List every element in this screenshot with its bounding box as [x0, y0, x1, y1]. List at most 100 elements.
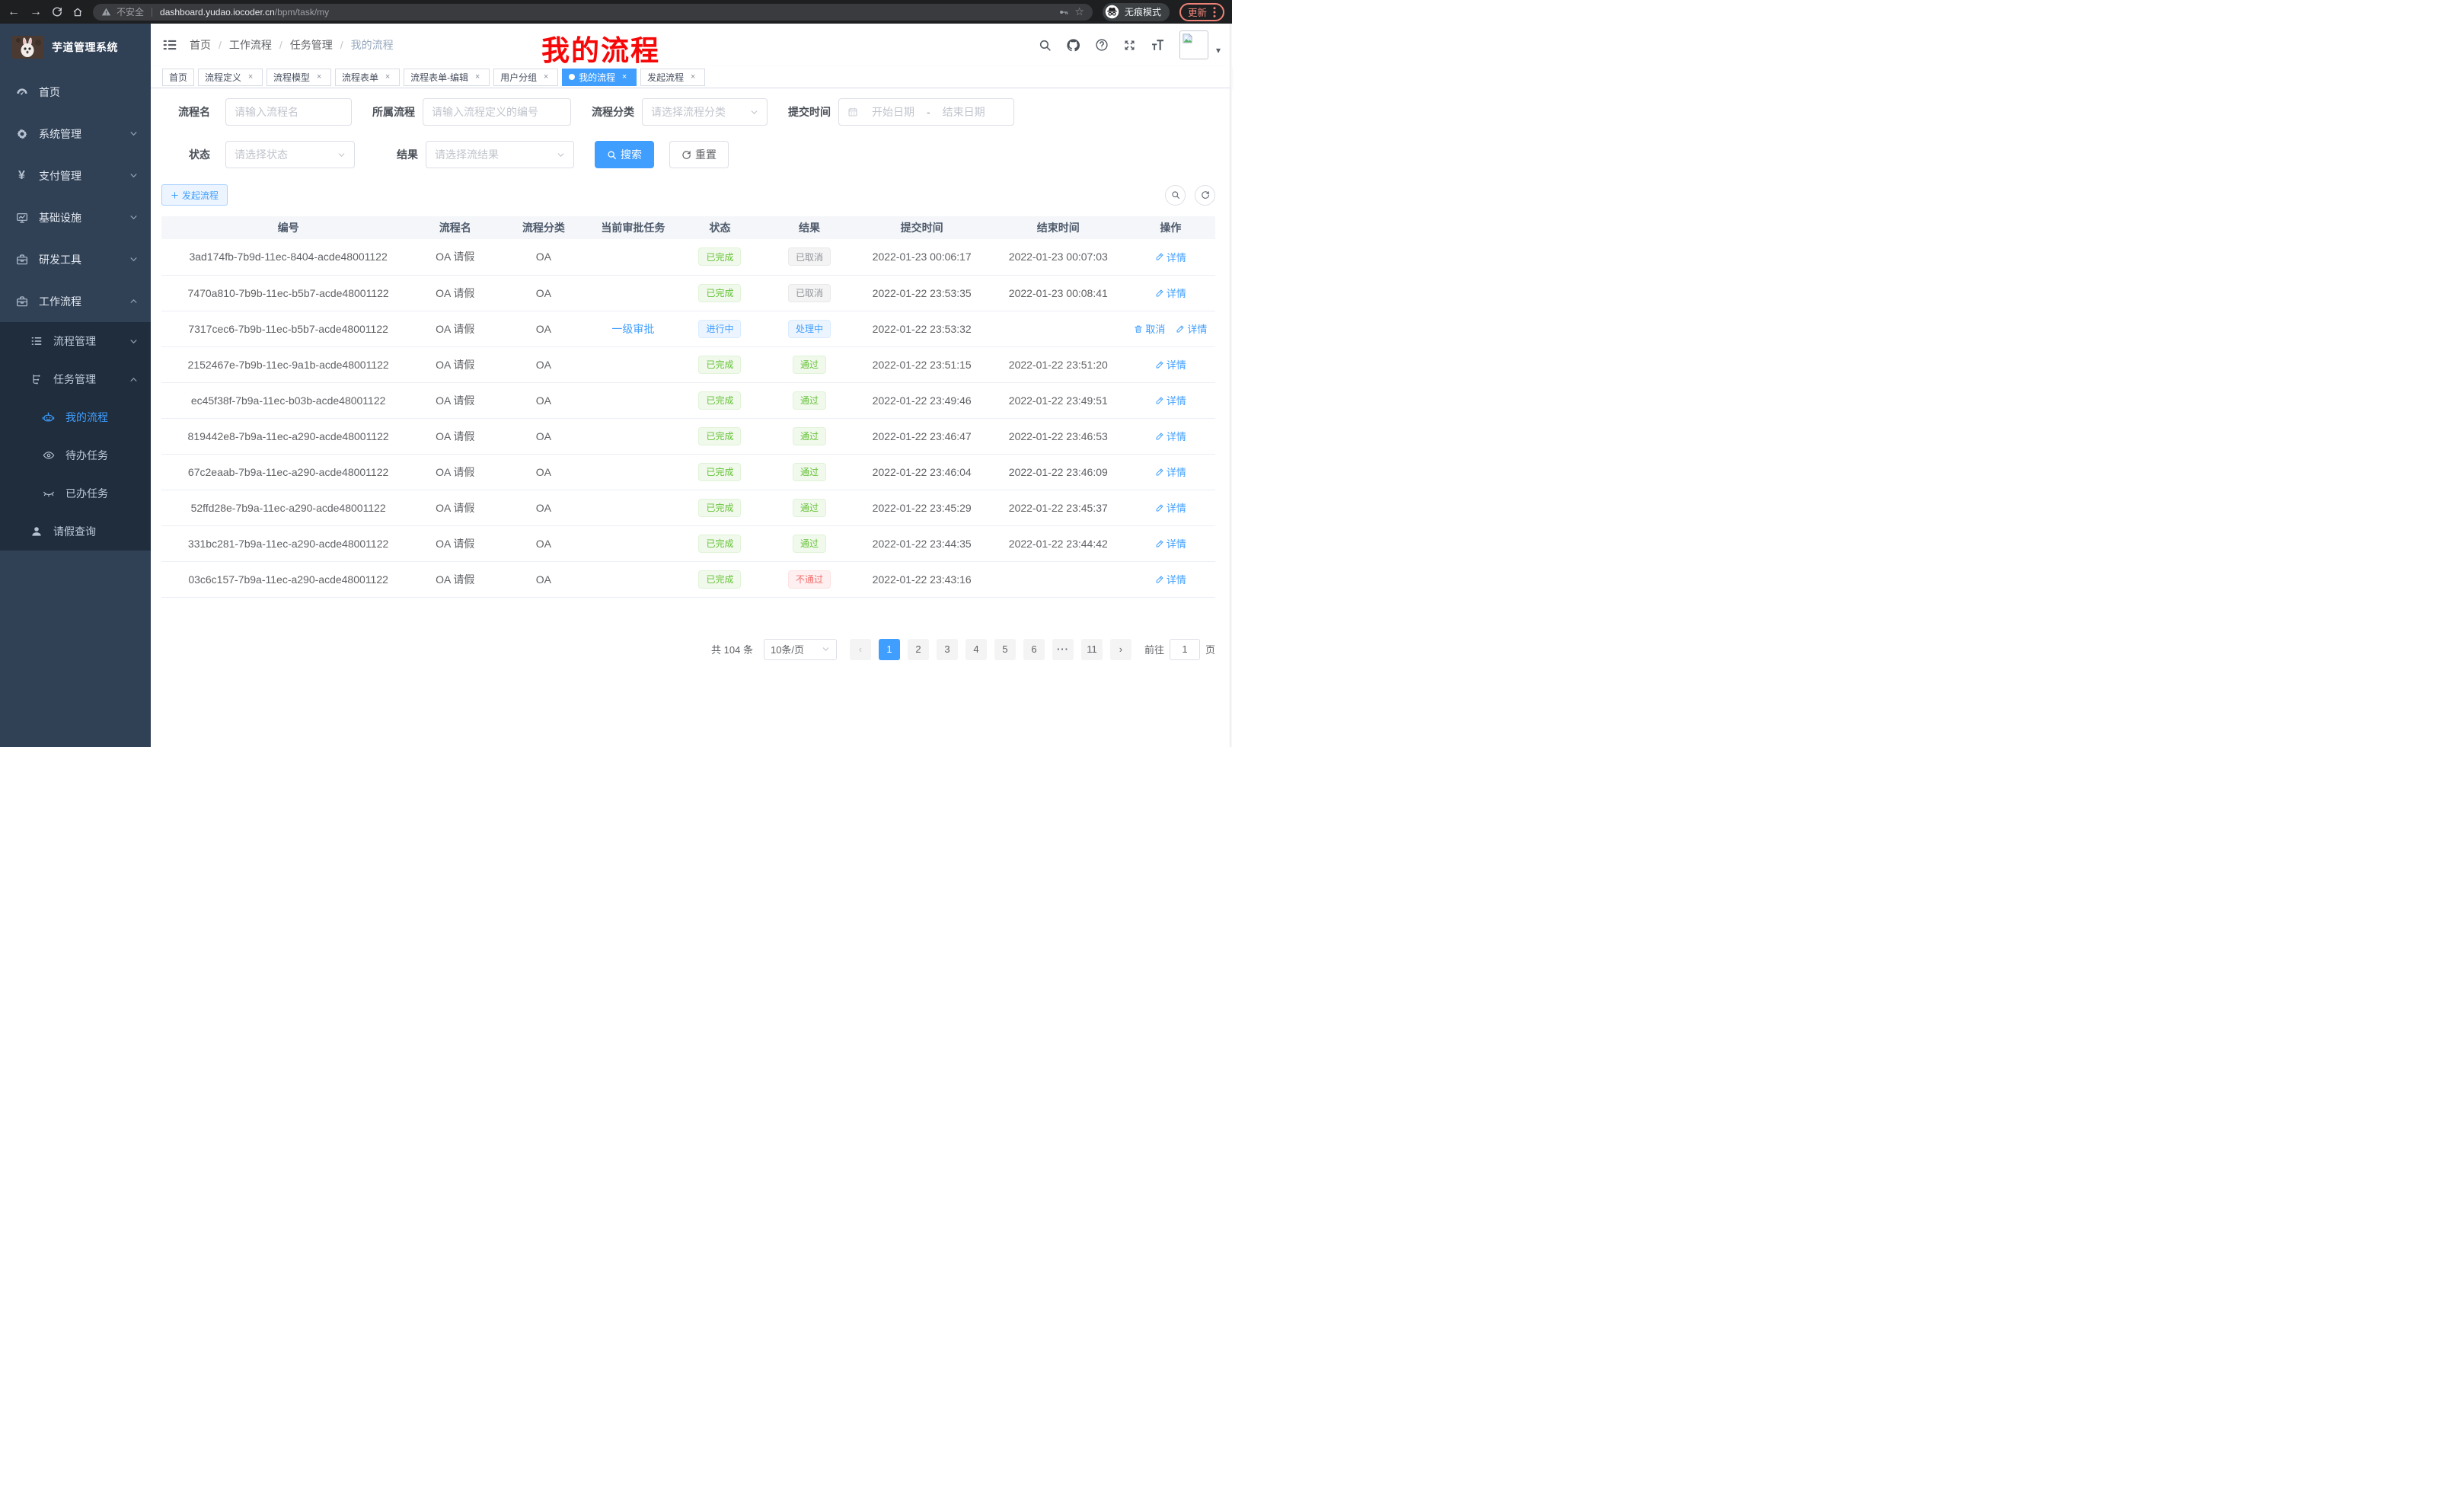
tab-item-2[interactable]: 流程定义 × — [198, 68, 263, 86]
tab-item-1[interactable]: 首页 — [162, 68, 195, 86]
sidebar-item-4[interactable]: 基础设施 — [0, 196, 151, 238]
process-definition-input[interactable] — [423, 98, 571, 126]
avatar-caret-icon[interactable]: ▾ — [1215, 45, 1221, 56]
font-size-icon[interactable] — [1151, 38, 1165, 53]
start-process-button[interactable]: 发起流程 — [161, 184, 228, 206]
search-icon[interactable] — [1039, 39, 1052, 52]
close-icon[interactable]: × — [543, 72, 549, 81]
prev-page-button[interactable]: ‹ — [849, 638, 871, 660]
page-button-6[interactable]: 6 — [1023, 638, 1045, 660]
sidebar-item-3[interactable]: ¥ 支付管理 — [0, 155, 151, 196]
jump-suffix: 页 — [1205, 644, 1215, 656]
detail-link[interactable]: 详情 — [1176, 321, 1207, 336]
back-icon[interactable]: ← — [8, 5, 20, 18]
column-header: 结果 — [765, 216, 854, 239]
tab-item-5[interactable]: 流程表单-编辑 × — [404, 68, 490, 86]
sidebar-item-12[interactable]: 请假查询 — [0, 512, 151, 551]
status-select[interactable]: 请选择状态 — [225, 141, 355, 168]
help-icon[interactable] — [1095, 38, 1109, 52]
page-size-select[interactable]: 10条/页 — [763, 638, 837, 660]
page-button-1[interactable]: 1 — [878, 638, 900, 660]
sidebar-item-9[interactable]: 我的流程 — [0, 398, 151, 436]
jump-page-input[interactable] — [1169, 638, 1200, 660]
detail-link[interactable]: 详情 — [1155, 393, 1186, 407]
github-icon[interactable] — [1066, 38, 1080, 53]
sidebar-item-7[interactable]: 流程管理 — [0, 322, 151, 360]
column-header: 状态 — [674, 216, 766, 239]
search-button[interactable]: 搜索 — [595, 141, 654, 168]
cell-current-task — [592, 346, 675, 383]
breadcrumb-task-mgmt[interactable]: 任务管理 — [289, 39, 333, 51]
close-icon[interactable]: × — [621, 72, 627, 81]
chrome-update-button[interactable]: 更新 — [1179, 2, 1224, 21]
detail-link[interactable]: 详情 — [1155, 429, 1186, 443]
refresh-table-button[interactable] — [1195, 184, 1215, 206]
sidebar-item-8[interactable]: 任务管理 — [0, 360, 151, 398]
detail-link[interactable]: 详情 — [1155, 286, 1186, 300]
close-icon[interactable]: × — [385, 72, 391, 81]
fullscreen-icon[interactable] — [1123, 39, 1136, 52]
sidebar-item-5[interactable]: 研发工具 — [0, 238, 151, 280]
close-icon[interactable]: × — [247, 72, 254, 81]
breadcrumb-workflow[interactable]: 工作流程 — [228, 39, 272, 51]
category-select[interactable]: 请选择流程分类 — [642, 98, 768, 126]
tab-item-4[interactable]: 流程表单 × — [335, 68, 401, 86]
result-tag: 通过 — [793, 498, 827, 517]
action-label: 详情 — [1166, 251, 1186, 263]
detail-link[interactable]: 详情 — [1155, 464, 1186, 479]
avatar[interactable] — [1179, 30, 1208, 59]
tab-item-8[interactable]: 发起流程 × — [640, 68, 706, 86]
more-pages-button[interactable]: ··· — [1052, 638, 1074, 660]
tab-item-3[interactable]: 流程模型 × — [267, 68, 332, 86]
cell-end-time: 2022-01-22 23:51:20 — [990, 346, 1126, 383]
bookmark-star-icon[interactable]: ☆ — [1074, 5, 1084, 18]
page-button-3[interactable]: 3 — [936, 638, 958, 660]
cell-process-name: OA 请假 — [415, 311, 496, 347]
sidebar-item-6[interactable]: 工作流程 — [0, 280, 151, 322]
sidebar-item-10[interactable]: 待办任务 — [0, 436, 151, 474]
collapse-sidebar-icon[interactable] — [162, 37, 177, 53]
date-start-input[interactable] — [861, 106, 925, 118]
home-icon[interactable] — [72, 7, 83, 18]
detail-link[interactable]: 详情 — [1155, 572, 1186, 586]
table-row: 7317cec6-7b9b-11ec-b5b7-acde48001122 OA 请… — [161, 311, 1215, 347]
task-link[interactable]: 一级审批 — [611, 322, 655, 335]
browser-menu-dots-icon[interactable] — [1213, 6, 1216, 18]
detail-link[interactable]: 详情 — [1155, 536, 1186, 551]
process-name-input[interactable] — [225, 98, 352, 126]
date-range-picker[interactable]: - — [838, 98, 1014, 126]
page-button-11[interactable]: 11 — [1080, 638, 1103, 660]
page-button-5[interactable]: 5 — [994, 638, 1016, 660]
close-icon[interactable]: × — [316, 72, 322, 81]
chevron-down-icon — [129, 171, 138, 180]
reset-button[interactable]: 重置 — [669, 141, 729, 168]
action-label: 详情 — [1187, 324, 1208, 335]
breadcrumb-current: 我的流程 — [350, 39, 394, 51]
sidebar-item-1[interactable]: 首页 — [0, 71, 151, 113]
close-icon[interactable]: × — [690, 72, 696, 81]
detail-link[interactable]: 详情 — [1155, 500, 1186, 515]
tab-item-6[interactable]: 用户分组 × — [493, 68, 559, 86]
sidebar-item-11[interactable]: 已办任务 — [0, 474, 151, 512]
password-key-icon[interactable] — [1058, 7, 1069, 18]
cell-process-name: OA 请假 — [415, 561, 496, 598]
date-end-input[interactable] — [931, 106, 996, 118]
red-annotation-text: 我的流程 — [541, 35, 660, 66]
app-logo[interactable]: 芋道管理系统 — [0, 24, 151, 71]
detail-link[interactable]: 详情 — [1155, 250, 1186, 264]
next-page-button[interactable]: › — [1109, 638, 1131, 660]
close-icon[interactable]: × — [474, 72, 480, 81]
page-button-4[interactable]: 4 — [965, 638, 987, 660]
breadcrumb-home[interactable]: 首页 — [190, 39, 211, 51]
result-select[interactable]: 请选择流结果 — [426, 141, 574, 168]
url-bar[interactable]: 不安全 dashboard.yudao.iocoder.cn/bpm/task/… — [93, 3, 1093, 21]
scrollbar-gutter[interactable] — [1230, 24, 1232, 747]
detail-link[interactable]: 详情 — [1155, 357, 1186, 372]
sidebar-item-2[interactable]: 系统管理 — [0, 113, 151, 155]
toggle-search-button[interactable] — [1165, 184, 1186, 206]
tab-item-7[interactable]: 我的流程 × — [562, 68, 637, 86]
page-button-2[interactable]: 2 — [907, 638, 929, 660]
reload-icon[interactable] — [52, 7, 62, 18]
forward-icon[interactable]: → — [30, 5, 42, 18]
cancel-link[interactable]: 取消 — [1134, 321, 1165, 336]
